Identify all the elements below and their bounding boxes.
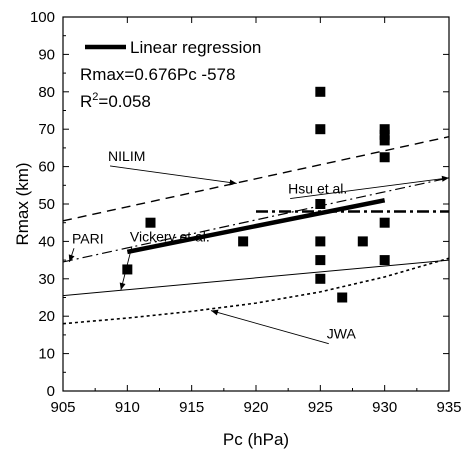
x-axis-label: Pc (hPa)	[223, 430, 289, 449]
data-point	[379, 129, 390, 140]
y-tick-label: 10	[38, 346, 55, 363]
plot-area	[63, 86, 449, 325]
y-tick-label: 70	[38, 121, 55, 138]
annotation-nilim: NILIM	[108, 148, 145, 164]
y-tick-label: 20	[38, 308, 55, 325]
leader-arrow-nilim	[229, 179, 237, 186]
data-point	[357, 236, 368, 247]
y-tick-label: 0	[47, 383, 55, 400]
data-point	[379, 124, 390, 135]
x-tick-label: 925	[308, 399, 333, 416]
leader-arrow-pari	[68, 254, 75, 262]
data-point	[315, 273, 326, 284]
x-tick-label: 920	[243, 399, 268, 416]
leader-line-vickery-et-al	[120, 246, 133, 291]
data-point	[145, 217, 156, 228]
data-point	[337, 292, 348, 303]
r-squared-value: R2=0.058	[80, 91, 151, 111]
x-tick-label: 930	[372, 399, 397, 416]
series-line-jwa	[63, 257, 449, 325]
data-point	[238, 236, 249, 247]
x-tick-label: 910	[115, 399, 140, 416]
x-tick-label: 905	[50, 399, 75, 416]
data-point	[379, 217, 390, 228]
regression-equation: Rmax=0.676Pc -578	[80, 65, 235, 84]
annotation-vickery-et-al: Vickery et al.	[130, 228, 210, 244]
y-tick-label: 80	[38, 84, 55, 101]
data-point	[379, 255, 390, 266]
leader-line-hsu-et-al	[290, 177, 450, 199]
leader-line-nilim	[109, 165, 237, 184]
data-point	[315, 236, 326, 247]
data-point	[122, 264, 133, 275]
y-tick-label: 100	[30, 9, 55, 26]
data-point	[379, 152, 390, 163]
leader-arrow-hsu-et-al	[441, 175, 449, 182]
leader-line-jwa	[210, 310, 329, 345]
data-point	[315, 255, 326, 266]
y-tick-label: 50	[38, 196, 55, 213]
series-line-nilim	[63, 135, 449, 222]
series-line-pari	[63, 177, 449, 263]
y-tick-label: 60	[38, 159, 55, 176]
annotation-pari: PARI	[72, 230, 104, 246]
leader-arrow-vickery-et-al	[119, 282, 126, 291]
annotation-jwa: JWA	[327, 326, 357, 342]
data-point	[315, 124, 326, 135]
y-axis-label: Rmax (km)	[13, 162, 32, 245]
series-line-vickery-et-al	[63, 259, 449, 297]
y-tick-label: 90	[38, 46, 55, 63]
series-line-linear-regression	[126, 198, 386, 255]
annotation-hsu-et-al: Hsu et al.	[288, 181, 347, 197]
x-tick-label: 935	[436, 399, 461, 416]
data-point	[379, 135, 390, 146]
data-point	[315, 199, 326, 209]
y-tick-label: 40	[38, 233, 55, 250]
legend-label-linear-regression: Linear regression	[130, 38, 261, 57]
leader-arrow-jwa	[210, 309, 219, 316]
data-point	[315, 86, 326, 97]
y-tick-label: 30	[38, 271, 55, 288]
x-tick-label: 915	[179, 399, 204, 416]
